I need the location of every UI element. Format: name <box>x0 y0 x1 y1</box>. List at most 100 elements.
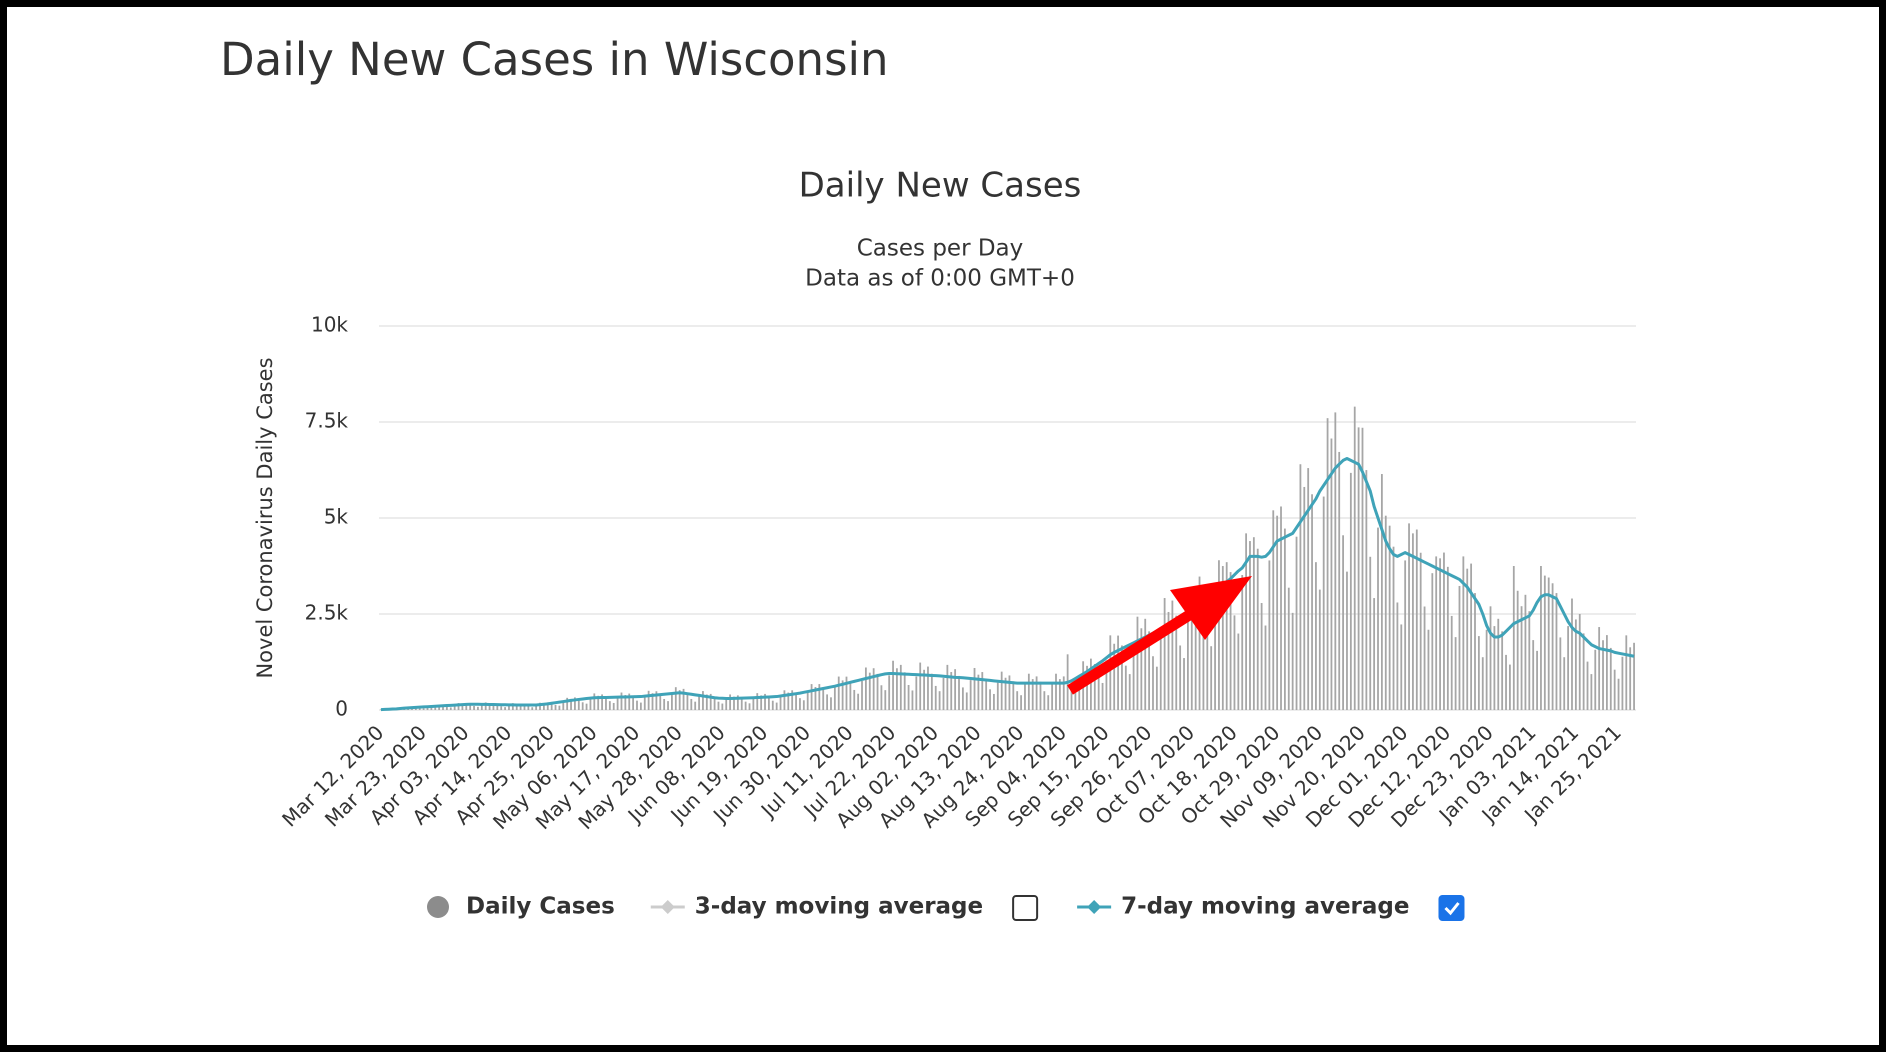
bar <box>1520 606 1523 710</box>
bar <box>1295 536 1298 710</box>
bar <box>1214 596 1216 710</box>
bar <box>1404 560 1407 710</box>
bar <box>1493 626 1496 710</box>
bar <box>802 700 805 710</box>
bar <box>496 704 499 710</box>
bar <box>1283 528 1286 710</box>
bar <box>1365 470 1368 710</box>
checkbox[interactable] <box>1438 895 1465 921</box>
bar <box>1439 558 1441 710</box>
bar <box>1280 506 1282 710</box>
bar <box>1155 666 1158 710</box>
bar <box>1485 629 1488 710</box>
bar <box>1070 689 1073 710</box>
bar <box>1268 560 1271 710</box>
bar <box>608 701 611 710</box>
bar <box>616 697 619 710</box>
bar <box>434 705 437 710</box>
bar <box>752 698 755 710</box>
bar <box>1361 427 1364 710</box>
bar <box>927 666 929 710</box>
bar <box>830 697 832 710</box>
bar <box>682 688 685 710</box>
y-tick-label: 7.5k <box>305 409 349 433</box>
bar <box>981 672 984 710</box>
bar <box>934 685 937 710</box>
bar <box>756 693 759 710</box>
bar <box>923 669 925 710</box>
bar <box>911 690 914 710</box>
bar <box>1276 515 1279 710</box>
bar <box>593 693 596 710</box>
bar <box>1008 675 1011 710</box>
bar <box>868 672 871 710</box>
bar <box>1586 661 1589 710</box>
bar <box>519 703 522 710</box>
bar <box>1097 677 1100 710</box>
bar <box>748 703 751 710</box>
bar <box>1450 615 1453 710</box>
bar <box>632 696 635 710</box>
bar <box>1303 486 1306 710</box>
bar <box>1454 637 1457 710</box>
chart-subtitle: Cases per Day <box>857 236 1024 262</box>
bar <box>1446 566 1449 710</box>
arrow-head <box>1170 576 1252 640</box>
bar <box>542 703 545 710</box>
bar <box>1322 496 1325 710</box>
line <box>380 456 1635 712</box>
bar <box>1121 645 1123 710</box>
bar <box>581 702 584 710</box>
bar <box>624 694 627 710</box>
bar <box>775 702 778 710</box>
bar <box>1625 635 1628 710</box>
bar <box>938 691 941 710</box>
bar <box>523 704 526 710</box>
bar <box>942 677 945 710</box>
bar <box>702 691 704 710</box>
bar <box>1613 669 1616 710</box>
bar <box>1256 548 1259 710</box>
bar <box>1524 594 1527 710</box>
bar <box>511 703 514 710</box>
bar <box>1349 472 1352 710</box>
checkbox[interactable] <box>1012 895 1039 921</box>
bar <box>1093 664 1096 710</box>
bar <box>1563 657 1566 710</box>
bar <box>1540 566 1542 710</box>
bar <box>1012 681 1015 710</box>
legend-label[interactable]: Daily Cases <box>466 894 615 920</box>
legend-label[interactable]: 3-day moving average <box>695 894 983 920</box>
legend-label[interactable]: 7-day moving average <box>1121 894 1409 920</box>
bar <box>1144 618 1147 710</box>
bar <box>655 691 658 710</box>
bar <box>1027 673 1030 710</box>
bar <box>1020 695 1022 710</box>
bar <box>1055 673 1057 710</box>
bar <box>1074 692 1077 710</box>
bar <box>853 689 856 710</box>
bar <box>1598 627 1601 710</box>
bar <box>733 696 735 710</box>
bar <box>1427 629 1430 710</box>
checkbox-check <box>1444 902 1460 916</box>
bar <box>698 696 700 710</box>
legend-marker <box>1087 900 1102 914</box>
bar <box>1543 575 1546 710</box>
bar <box>636 700 638 710</box>
bar <box>814 687 817 710</box>
bar <box>903 672 906 710</box>
bar <box>1109 635 1112 710</box>
bar <box>1590 674 1593 710</box>
annotation-arrow <box>1067 576 1252 695</box>
bar <box>1629 647 1632 710</box>
bar <box>1221 566 1224 710</box>
bar <box>1621 656 1624 710</box>
bar <box>1567 626 1570 710</box>
bar <box>1043 691 1046 710</box>
bar <box>1287 587 1290 710</box>
bar <box>791 690 794 710</box>
bar <box>795 692 797 710</box>
bar <box>760 695 763 710</box>
bar <box>764 693 766 710</box>
